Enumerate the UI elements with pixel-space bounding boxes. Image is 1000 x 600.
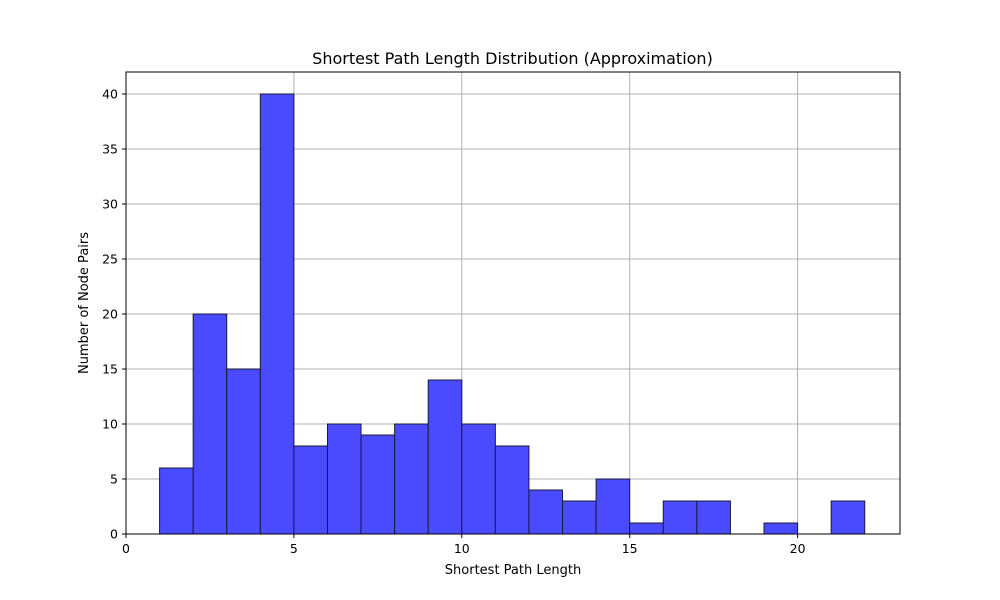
y-tick-label: 35 <box>102 142 118 157</box>
histogram-bar <box>394 423 429 535</box>
histogram-bar <box>159 467 194 535</box>
histogram-bar <box>595 478 631 535</box>
histogram-bars <box>159 93 866 535</box>
histogram-bar <box>259 93 295 535</box>
histogram-bar <box>461 423 496 535</box>
y-tick-label: 5 <box>110 472 118 487</box>
histogram-bar <box>662 500 698 535</box>
histogram-bar <box>629 522 664 535</box>
histogram-bar <box>763 522 799 535</box>
x-tick-label: 10 <box>454 541 470 556</box>
histogram-bar <box>192 313 228 535</box>
histogram-bar <box>427 379 463 535</box>
histogram-bar <box>326 423 362 535</box>
y-tick-label: 25 <box>102 252 118 267</box>
plot-frame <box>125 71 901 535</box>
x-tick-label: 15 <box>622 541 638 556</box>
y-tick-label: 15 <box>102 362 118 377</box>
histogram-bar <box>830 500 866 535</box>
histogram-bar <box>293 445 328 535</box>
y-tick-label: 20 <box>102 307 118 322</box>
histogram-bar <box>696 500 731 535</box>
y-tick-label: 10 <box>102 417 118 432</box>
x-tick-label: 0 <box>122 541 130 556</box>
histogram-bar <box>562 500 597 535</box>
y-tick-label: 30 <box>102 197 118 212</box>
histogram-bar <box>360 434 396 535</box>
x-axis-label: Shortest Path Length <box>445 563 581 578</box>
histogram-bar <box>226 368 261 535</box>
histogram-bar <box>494 445 530 535</box>
histogram-bar <box>528 489 564 535</box>
y-tick-label: 40 <box>102 87 118 102</box>
y-tick-label: 0 <box>110 527 118 542</box>
y-axis-label: Number of Node Pairs <box>77 232 92 374</box>
axis-ticks: 0 5 10 15 20 0 5 10 15 20 25 30 35 40 <box>102 87 805 557</box>
chart-title: Shortest Path Length Distribution (Appro… <box>312 49 713 68</box>
x-tick-label: 20 <box>790 541 806 556</box>
x-tick-label: 5 <box>290 541 298 556</box>
